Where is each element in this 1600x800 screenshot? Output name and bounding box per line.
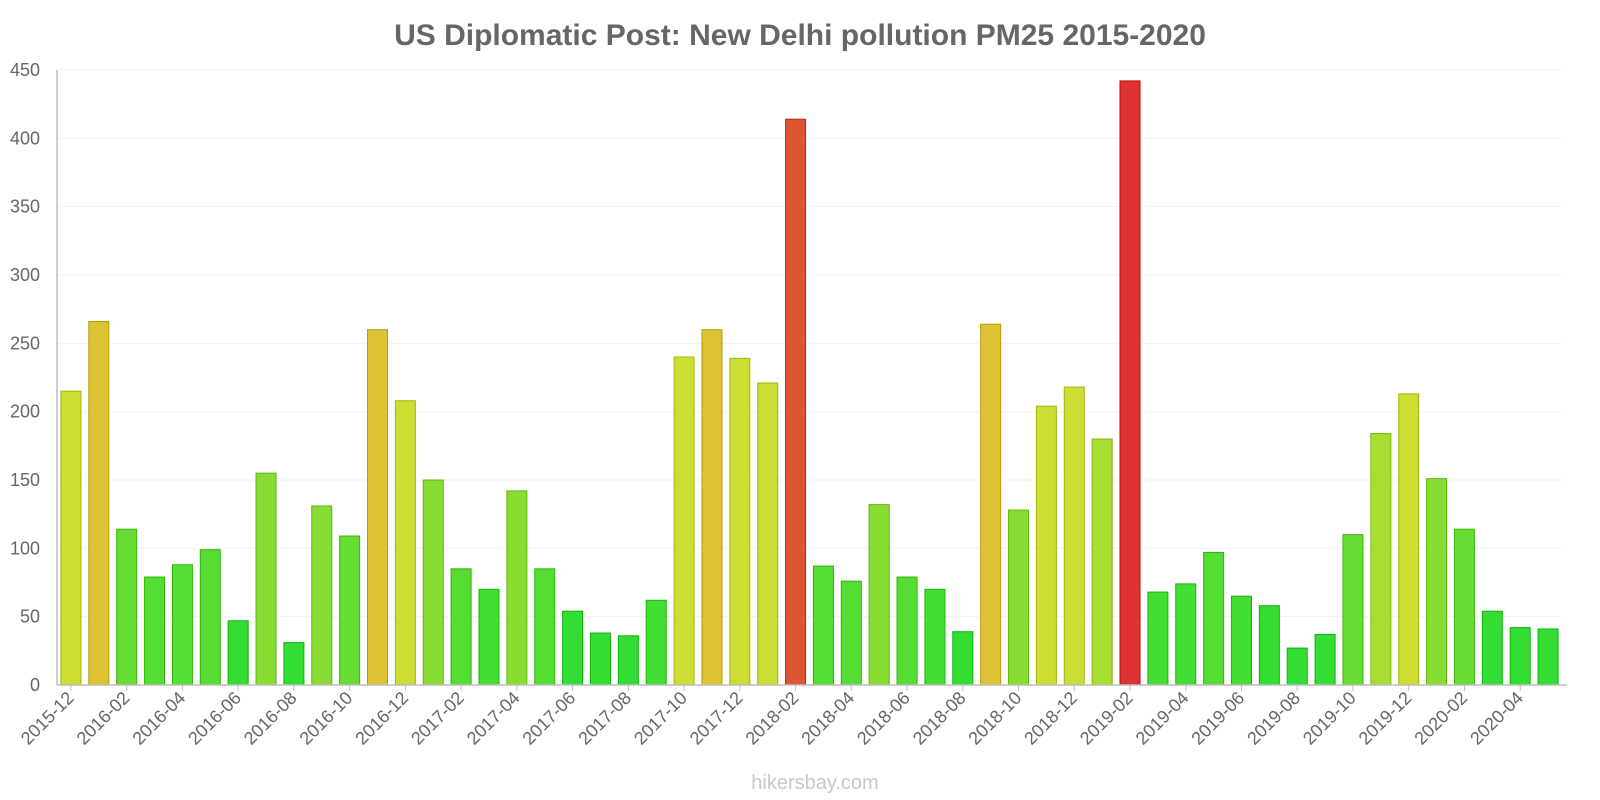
- bar-2019-04: [1175, 583, 1197, 686]
- bar-2016-05: [199, 549, 221, 686]
- y-axis-ticks: 0 50 100 150 200 250 300 350 400 450: [10, 60, 40, 695]
- bar-2018-04: [840, 580, 862, 686]
- y-tick-label: 0: [30, 675, 40, 695]
- bar-2019-11: [1370, 433, 1392, 686]
- x-tick-label: 2019-10: [1299, 688, 1360, 749]
- bar-2019-03: [1147, 591, 1169, 686]
- bar-2017-04: [506, 490, 528, 686]
- bar-2018-01: [757, 382, 779, 686]
- bar-2020-01: [1426, 478, 1448, 686]
- x-tick-label: 2016-06: [184, 688, 245, 749]
- x-tick-label: 2019-12: [1355, 688, 1416, 749]
- y-tick-label: 200: [10, 402, 40, 422]
- x-tick-label: 2015-12: [17, 688, 78, 749]
- y-tick-label: 50: [20, 607, 40, 627]
- bar-2019-02: [1119, 80, 1141, 686]
- x-tick-label: 2016-08: [240, 688, 301, 749]
- watermark-text: hikersbay.com: [751, 772, 878, 794]
- bar-2016-01: [88, 320, 110, 686]
- bar-2017-01: [422, 479, 444, 686]
- chart-title: US Diplomatic Post: New Delhi pollution …: [394, 19, 1206, 52]
- bar-2018-02: [785, 118, 807, 686]
- x-tick-label: 2019-06: [1187, 688, 1248, 749]
- x-tick-label: 2019-08: [1243, 688, 1304, 749]
- y-tick-label: 100: [10, 538, 40, 558]
- bar-2017-05: [534, 568, 556, 686]
- bar-2016-06: [227, 620, 249, 686]
- bar-2017-06: [562, 610, 584, 686]
- y-tick-label: 250: [10, 333, 40, 353]
- bar-2018-08: [952, 631, 974, 686]
- bar-2017-07: [589, 632, 611, 686]
- bar-2019-08: [1286, 647, 1308, 686]
- bar-2018-10: [1008, 509, 1030, 686]
- bar-2019-06: [1230, 595, 1252, 686]
- bar-2019-12: [1398, 393, 1420, 686]
- x-tick-label: 2017-10: [630, 688, 691, 749]
- x-tick-label: 2017-02: [407, 688, 468, 749]
- bar-2018-05: [868, 504, 890, 686]
- x-axis-ticks: 2015-122016-022016-042016-062016-082016-…: [17, 685, 1527, 749]
- x-tick-label: 2018-02: [742, 688, 803, 749]
- y-tick-label: 350: [10, 197, 40, 217]
- x-tick-label: 2017-04: [463, 688, 524, 749]
- bar-2016-12: [394, 400, 416, 686]
- bar-2019-01: [1091, 438, 1113, 686]
- y-tick-label: 450: [10, 60, 40, 80]
- x-tick-label: 2019-02: [1076, 688, 1137, 749]
- bar-2018-12: [1063, 386, 1085, 686]
- x-tick-label: 2018-12: [1020, 688, 1081, 749]
- x-tick-label: 2020-04: [1466, 688, 1527, 749]
- bar-2016-09: [311, 505, 333, 686]
- bar-2020-04: [1509, 627, 1531, 686]
- bar-2017-10: [673, 356, 695, 686]
- bar-2018-11: [1035, 405, 1057, 686]
- x-tick-label: 2020-02: [1410, 688, 1471, 749]
- x-tick-label: 2018-04: [797, 688, 858, 749]
- x-tick-label: 2016-02: [73, 688, 134, 749]
- x-tick-label: 2017-06: [519, 688, 580, 749]
- bar-2016-10: [339, 535, 361, 686]
- bar-2018-03: [812, 565, 834, 686]
- y-tick-label: 150: [10, 470, 40, 490]
- bar-2016-04: [171, 564, 193, 686]
- x-tick-label: 2018-10: [965, 688, 1026, 749]
- x-tick-label: 2016-12: [351, 688, 412, 749]
- gridlines: [57, 69, 1562, 618]
- bar-2019-05: [1203, 551, 1225, 686]
- x-tick-label: 2018-06: [853, 688, 914, 749]
- bar-2017-03: [478, 588, 500, 686]
- bar-2017-11: [701, 329, 723, 686]
- x-tick-label: 2016-10: [296, 688, 357, 749]
- x-tick-label: 2018-08: [909, 688, 970, 749]
- bar-2019-10: [1342, 534, 1364, 686]
- bar-2019-09: [1314, 633, 1336, 686]
- bar-2018-06: [896, 576, 918, 686]
- bar-2020-02: [1453, 528, 1475, 686]
- bar-2018-09: [980, 323, 1002, 686]
- bar-2016-02: [116, 528, 138, 686]
- bar-2017-12: [729, 357, 751, 686]
- bar-2020-05: [1537, 628, 1559, 686]
- x-tick-label: 2017-08: [574, 688, 635, 749]
- bar-2016-03: [144, 576, 166, 686]
- bar-2017-02: [450, 568, 472, 686]
- x-tick-label: 2017-12: [686, 688, 747, 749]
- bar-2016-11: [367, 329, 389, 686]
- x-tick-label: 2019-04: [1132, 688, 1193, 749]
- bar-2015-12: [60, 390, 82, 686]
- bars: [60, 80, 1559, 686]
- bar-2017-08: [617, 635, 639, 686]
- bar-2016-08: [283, 642, 305, 686]
- bar-2020-03: [1481, 610, 1503, 686]
- bar-2017-09: [645, 599, 667, 686]
- y-tick-label: 300: [10, 265, 40, 285]
- bar-2016-07: [255, 472, 277, 686]
- x-tick-label: 2016-04: [128, 688, 189, 749]
- y-tick-label: 400: [10, 128, 40, 148]
- bar-2019-07: [1258, 605, 1280, 686]
- bar-2018-07: [924, 588, 946, 686]
